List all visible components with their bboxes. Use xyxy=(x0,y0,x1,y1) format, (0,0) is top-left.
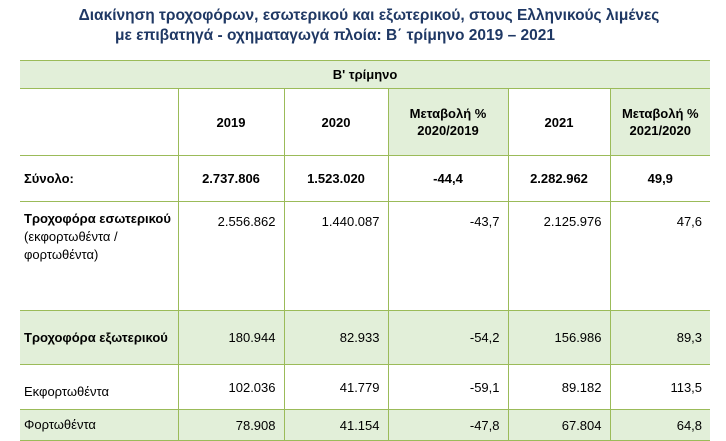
period-header: Β' τρίμηνο xyxy=(20,60,711,89)
table-row-total: Σύνολο: 2.737.806 1.523.020 -44,4 2.282.… xyxy=(20,155,711,202)
cell-2019: 2.737.806 xyxy=(177,155,284,202)
column-header-empty xyxy=(20,88,178,156)
data-table: Β' τρίμηνο 2019 2020 Μεταβολή % 2020/201… xyxy=(20,60,711,441)
cell-2020: 41.154 xyxy=(283,409,388,441)
title-line-2: με επιβατηγά - οχηματαγωγά πλοία: Β΄ τρί… xyxy=(115,27,555,44)
row-sublabel: (εκφορτωθέντα / φορτωθέντα) xyxy=(24,229,118,262)
cell-change-2021-2020: 47,6 xyxy=(609,201,711,311)
cell-change-2021-2020: 64,8 xyxy=(609,409,711,441)
column-header-change-2020-2019: Μεταβολή % 2020/2019 xyxy=(387,88,508,156)
table-title: Διακίνηση τροχοφόρων, εσωτερικού και εξω… xyxy=(0,6,726,46)
cell-2019: 180.944 xyxy=(177,310,284,365)
cell-2020: 1.440.087 xyxy=(283,201,388,311)
cell-2021: 89.182 xyxy=(507,364,610,410)
table-row-loaded: Φορτωθέντα 78.908 41.154 -47,8 67.804 64… xyxy=(20,409,711,441)
row-label: Φορτωθέντα xyxy=(20,409,178,441)
title-line-1: Διακίνηση τροχοφόρων, εσωτερικού και εξω… xyxy=(78,7,660,24)
cell-2019: 102.036 xyxy=(177,364,284,410)
cell-change-2020-2019: -44,4 xyxy=(387,155,508,202)
cell-change-2020-2019: -54,2 xyxy=(387,310,508,365)
cell-change-2020-2019: -43,7 xyxy=(387,201,508,311)
cell-change-2021-2020: 113,5 xyxy=(609,364,711,410)
cell-2021: 67.804 xyxy=(507,409,610,441)
row-label-cell: Τροχοφόρα εσωτερικού (εκφορτωθέντα / φορ… xyxy=(20,201,178,311)
cell-2019: 2.556.862 xyxy=(177,201,284,311)
cell-2021: 156.986 xyxy=(507,310,610,365)
cell-change-2020-2019: -59,1 xyxy=(387,364,508,410)
row-label: Σύνολο: xyxy=(20,155,178,202)
column-header-2021: 2021 xyxy=(507,88,610,156)
column-header-change-2021-2020: Μεταβολή % 2021/2020 xyxy=(609,88,711,156)
column-header-2020: 2020 xyxy=(283,88,388,156)
table-row-foreign: Τροχοφόρα εξωτερικού 180.944 82.933 -54,… xyxy=(20,310,711,365)
cell-change-2021-2020: 89,3 xyxy=(609,310,711,365)
column-header-2019: 2019 xyxy=(177,88,284,156)
column-header-row: 2019 2020 Μεταβολή % 2020/2019 2021 Μετα… xyxy=(20,88,711,156)
cell-2020: 82.933 xyxy=(283,310,388,365)
table-row-domestic: Τροχοφόρα εσωτερικού (εκφορτωθέντα / φορ… xyxy=(20,201,711,311)
row-label: Τροχοφόρα εσωτερικού xyxy=(24,211,171,226)
cell-change-2020-2019: -47,8 xyxy=(387,409,508,441)
cell-2019: 78.908 xyxy=(177,409,284,441)
cell-2020: 41.779 xyxy=(283,364,388,410)
cell-2021: 2.282.962 xyxy=(507,155,610,202)
cell-change-2021-2020: 49,9 xyxy=(609,155,711,202)
table-row-unloaded: Εκφορτωθέντα 102.036 41.779 -59,1 89.182… xyxy=(20,364,711,410)
cell-2021: 2.125.976 xyxy=(507,201,610,311)
row-label: Τροχοφόρα εξωτερικού xyxy=(20,310,178,365)
row-label: Εκφορτωθέντα xyxy=(20,364,178,410)
cell-2020: 1.523.020 xyxy=(283,155,388,202)
